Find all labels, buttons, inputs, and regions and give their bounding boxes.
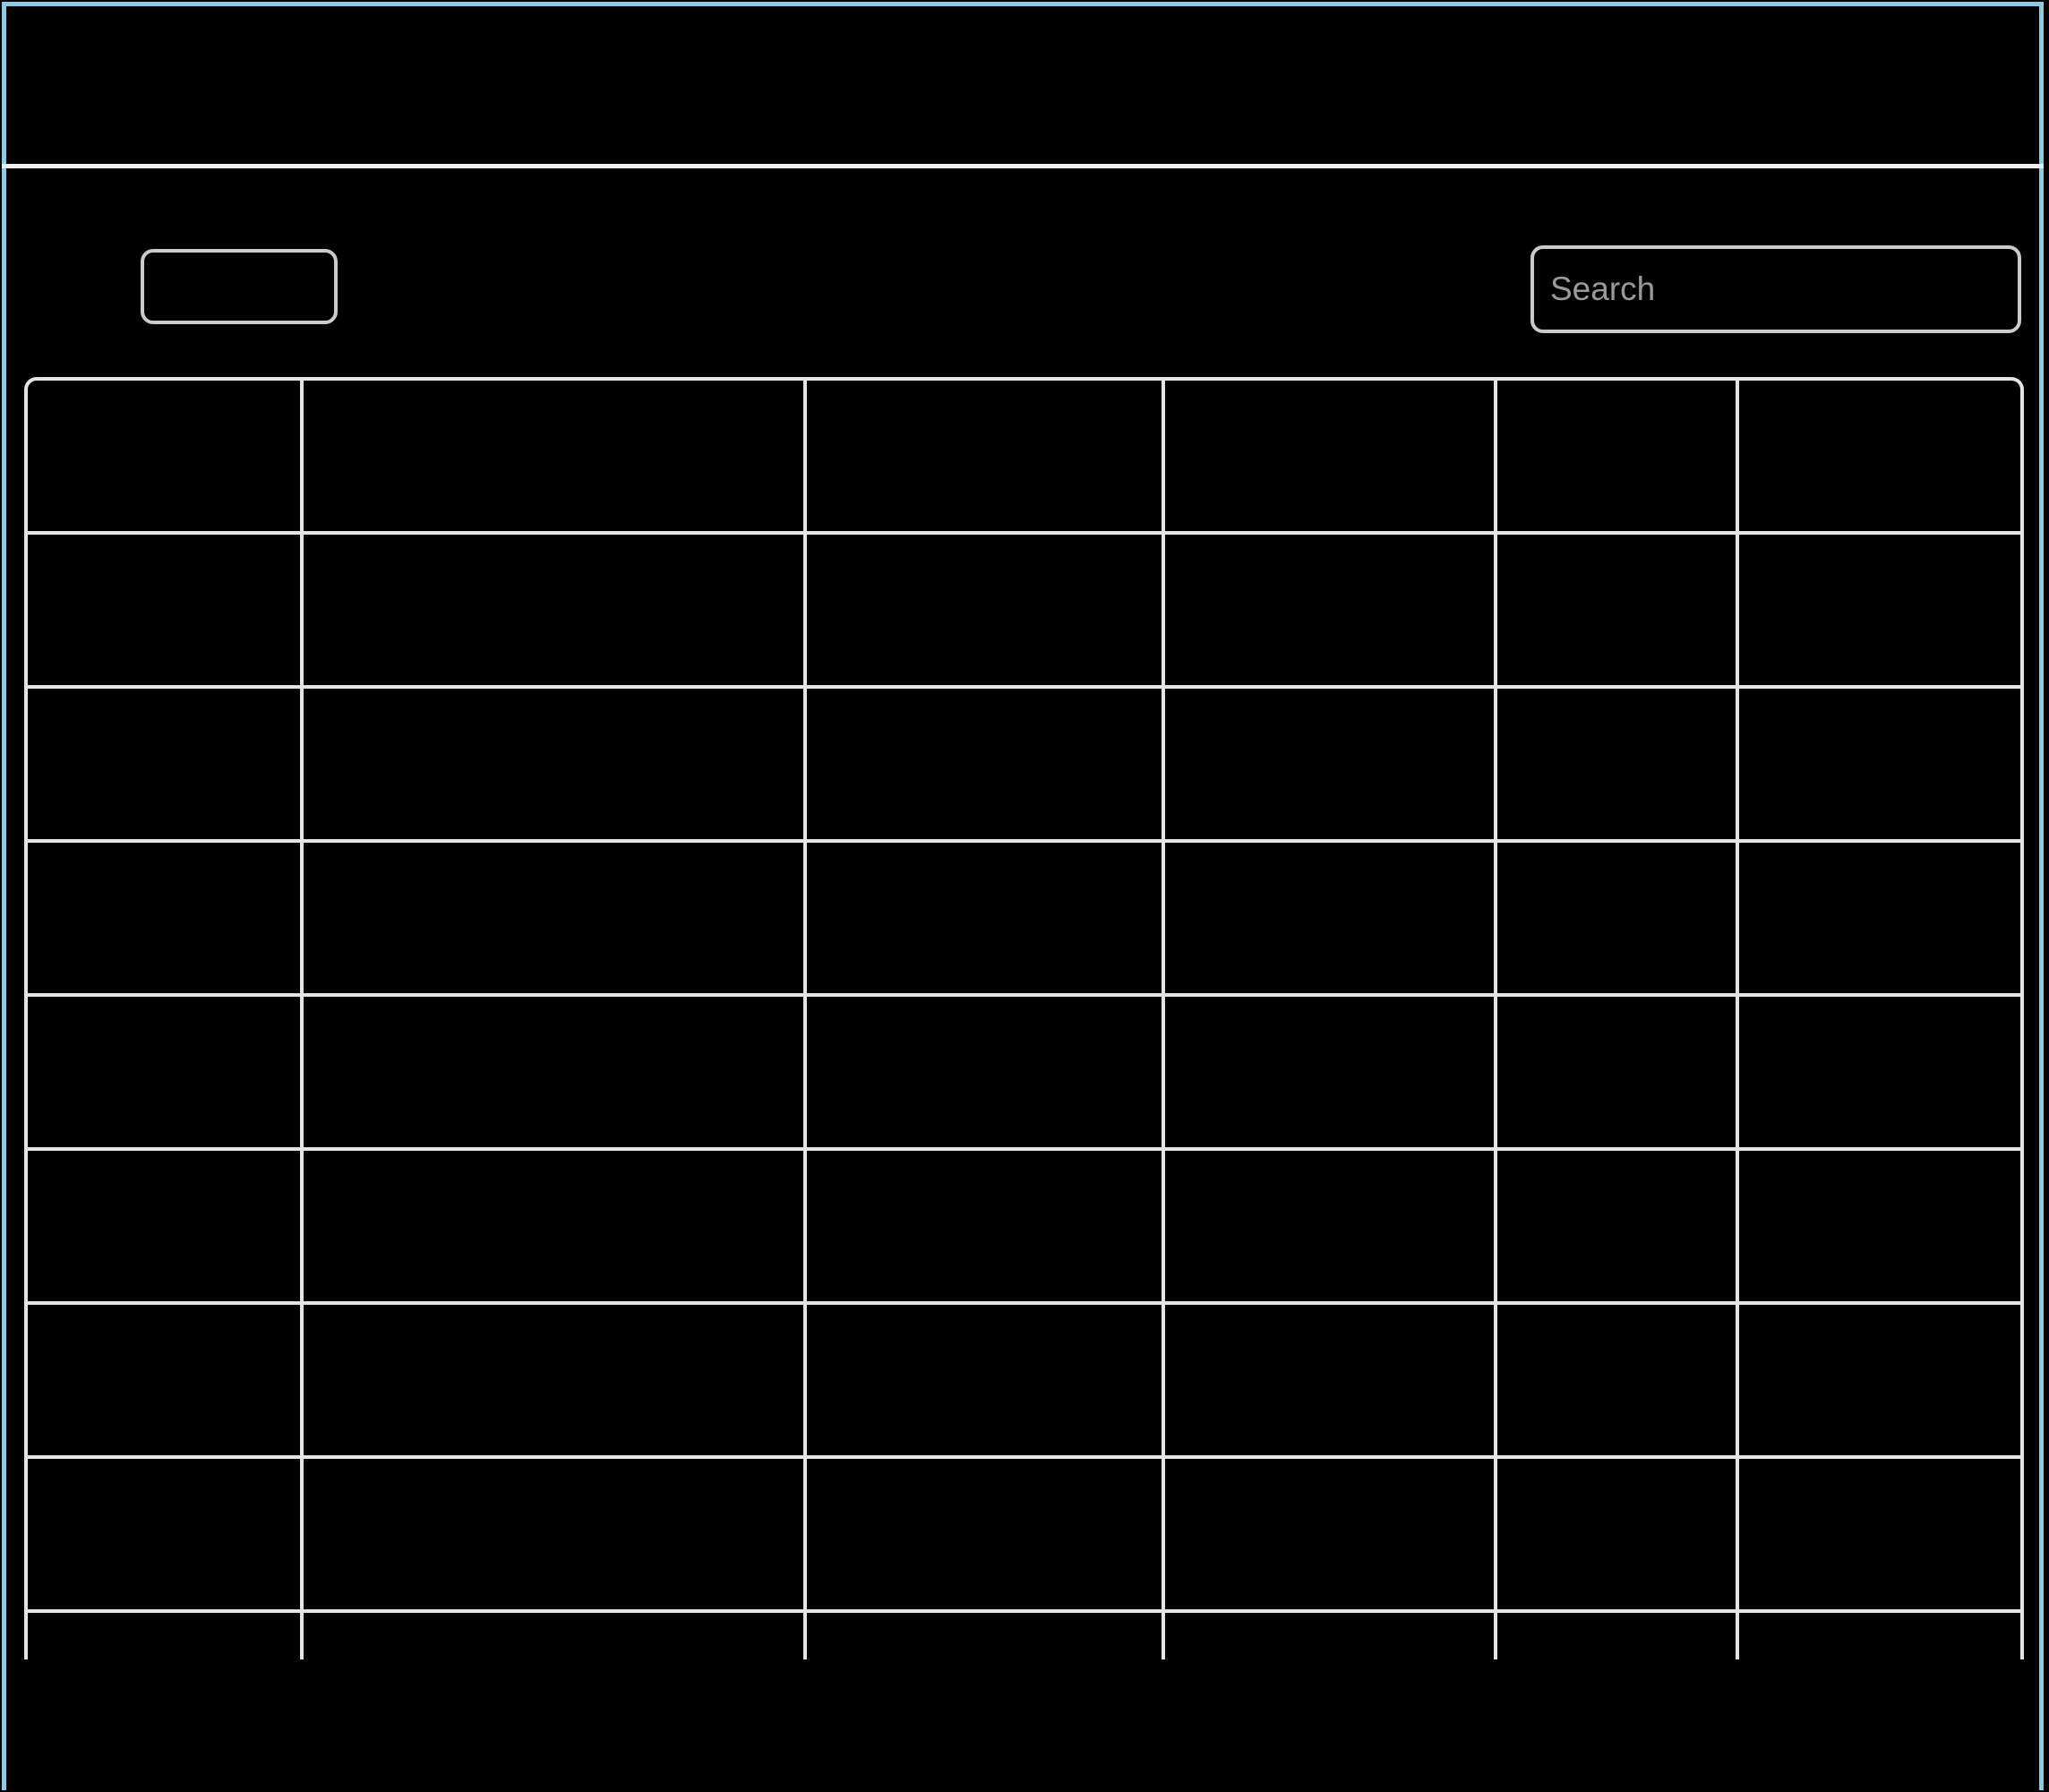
titlebar bbox=[6, 6, 2039, 164]
table-header bbox=[24, 377, 2024, 535]
column-header-6[interactable] bbox=[1739, 377, 2024, 535]
table-cell bbox=[1739, 997, 2024, 1151]
table-cell bbox=[304, 1613, 807, 1659]
table-cell bbox=[1497, 1613, 1739, 1659]
search-input[interactable] bbox=[1530, 245, 2021, 333]
table-cell bbox=[1165, 1459, 1497, 1613]
table-viewport bbox=[24, 377, 2028, 1659]
table-row[interactable] bbox=[24, 1613, 2024, 1659]
table-cell bbox=[1739, 1305, 2024, 1459]
table-cell bbox=[1165, 535, 1497, 689]
table-cell bbox=[807, 1151, 1165, 1305]
table-row[interactable] bbox=[24, 843, 2024, 997]
table-cell bbox=[304, 689, 807, 843]
table-cell bbox=[24, 1613, 304, 1659]
table-cell bbox=[1165, 1151, 1497, 1305]
table-cell bbox=[24, 689, 304, 843]
table-cell bbox=[1497, 535, 1739, 689]
table-cell bbox=[1497, 1151, 1739, 1305]
table-cell bbox=[1739, 535, 2024, 689]
column-header-1[interactable] bbox=[24, 377, 304, 535]
table-cell bbox=[304, 1305, 807, 1459]
table-cell bbox=[1497, 1305, 1739, 1459]
table-cell bbox=[807, 843, 1165, 997]
table-cell bbox=[1497, 997, 1739, 1151]
table-cell bbox=[807, 535, 1165, 689]
table-cell bbox=[1739, 1613, 2024, 1659]
table-cell bbox=[1739, 1459, 2024, 1613]
column-header-4[interactable] bbox=[1165, 377, 1497, 535]
table-cell bbox=[807, 1305, 1165, 1459]
table-row[interactable] bbox=[24, 535, 2024, 689]
table-cell bbox=[1497, 689, 1739, 843]
header-separator bbox=[2, 164, 2044, 168]
table-cell bbox=[24, 1459, 304, 1613]
table-cell bbox=[304, 843, 807, 997]
toolbar bbox=[6, 168, 2039, 374]
column-header-3[interactable] bbox=[807, 377, 1165, 535]
table-row[interactable] bbox=[24, 1151, 2024, 1305]
table-cell bbox=[24, 997, 304, 1151]
table-cell bbox=[304, 535, 807, 689]
table-cell bbox=[807, 689, 1165, 843]
table-cell bbox=[1497, 1459, 1739, 1613]
table-cell bbox=[24, 1151, 304, 1305]
table-cell bbox=[24, 1305, 304, 1459]
table-cell bbox=[304, 1459, 807, 1613]
table-cell bbox=[1739, 843, 2024, 997]
column-header-2[interactable] bbox=[304, 377, 807, 535]
table-cell bbox=[24, 843, 304, 997]
table-cell bbox=[1497, 843, 1739, 997]
table-cell bbox=[1739, 689, 2024, 843]
table-cell bbox=[1165, 997, 1497, 1151]
table-cell bbox=[807, 1613, 1165, 1659]
table-cell bbox=[1739, 1151, 2024, 1305]
table-cell bbox=[1165, 1305, 1497, 1459]
table-cell bbox=[1165, 843, 1497, 997]
table-row[interactable] bbox=[24, 1305, 2024, 1459]
table-body bbox=[24, 535, 2024, 1659]
table-header-row bbox=[24, 377, 2024, 535]
table-row[interactable] bbox=[24, 689, 2024, 843]
column-header-5[interactable] bbox=[1497, 377, 1739, 535]
action-button[interactable] bbox=[141, 249, 338, 324]
table-cell bbox=[1165, 689, 1497, 843]
table-cell bbox=[24, 535, 304, 689]
table-row[interactable] bbox=[24, 997, 2024, 1151]
table-cell bbox=[304, 1151, 807, 1305]
table-cell bbox=[807, 997, 1165, 1151]
data-table bbox=[24, 377, 2024, 1659]
table-cell bbox=[304, 997, 807, 1151]
table-cell bbox=[1165, 1613, 1497, 1659]
table-cell bbox=[807, 1459, 1165, 1613]
table-row[interactable] bbox=[24, 1459, 2024, 1613]
